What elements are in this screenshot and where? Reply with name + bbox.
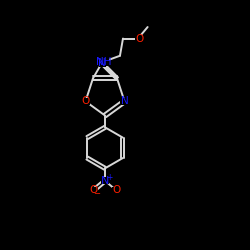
Text: N: N <box>98 58 106 68</box>
Bar <box>98 60 105 67</box>
Bar <box>120 98 129 105</box>
Text: O: O <box>112 185 120 195</box>
Text: O: O <box>82 96 90 106</box>
Text: N: N <box>101 176 109 186</box>
Text: O: O <box>135 34 143 43</box>
Text: +: + <box>106 173 113 182</box>
Bar <box>136 35 143 42</box>
Text: NH: NH <box>96 57 111 67</box>
Bar <box>112 187 120 194</box>
Text: N: N <box>120 96 128 106</box>
Bar <box>98 58 108 66</box>
Bar <box>81 98 90 105</box>
Bar <box>101 177 109 184</box>
Bar <box>90 187 98 194</box>
Text: O: O <box>90 185 98 195</box>
Text: −: − <box>94 189 100 198</box>
